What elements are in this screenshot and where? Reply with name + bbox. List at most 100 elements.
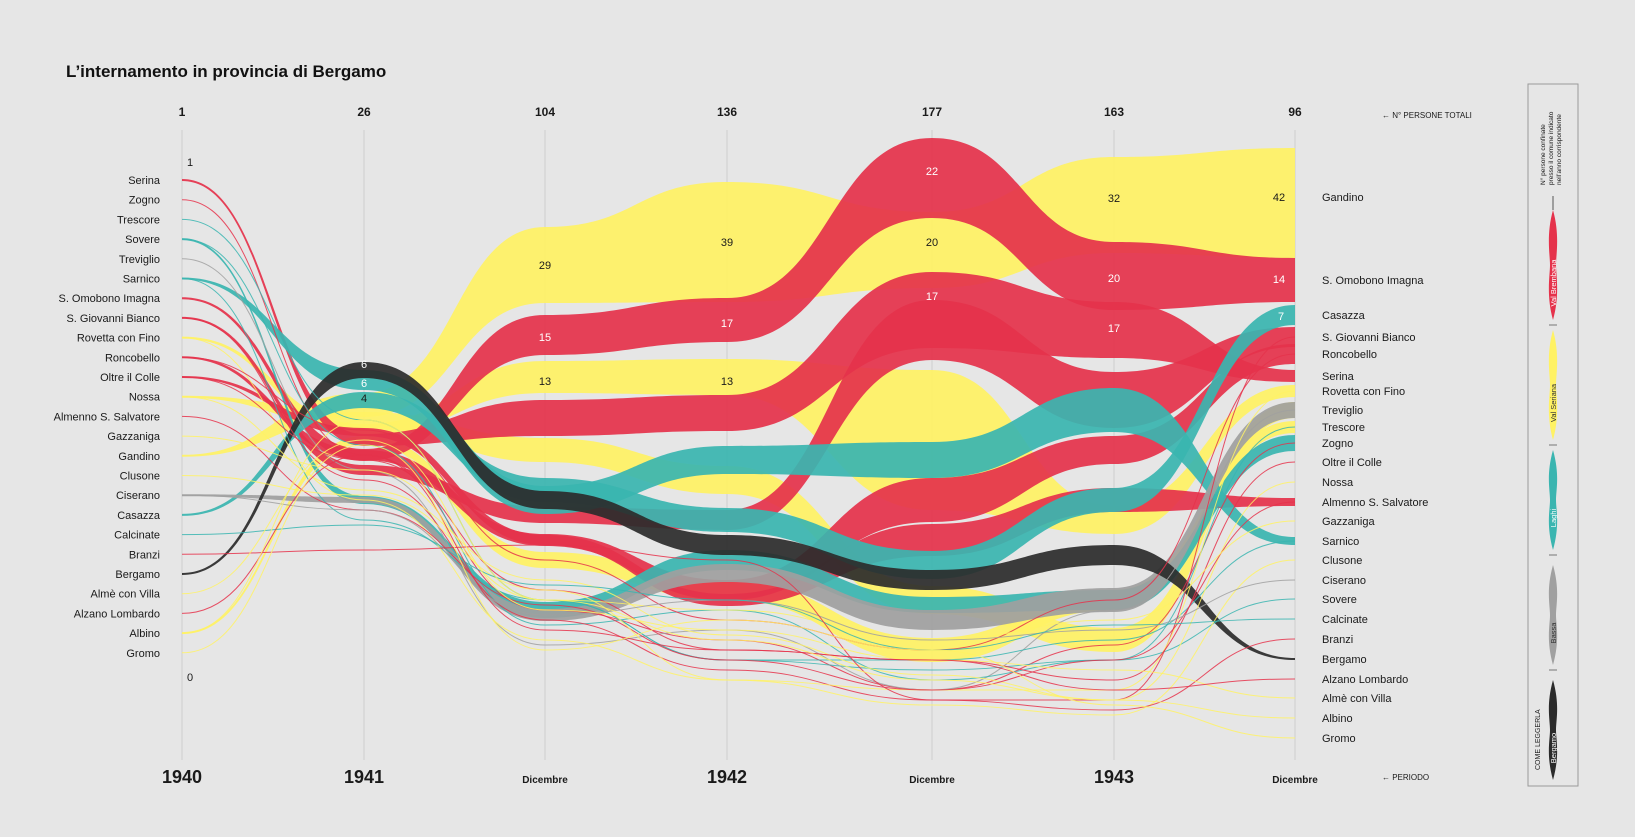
- start-label: Casazza: [117, 510, 161, 522]
- ribbon-casazza: [182, 305, 1295, 579]
- end-label: Calcinate: [1322, 614, 1368, 626]
- start-label: Almenno S. Salvatore: [54, 411, 160, 423]
- start-label: Oltre il Colle: [100, 372, 160, 384]
- line-clusone: [181, 475, 1296, 716]
- value-label: 39: [721, 237, 733, 249]
- legend-group-label: Val Brembana: [1549, 259, 1558, 307]
- total-label: 177: [922, 105, 942, 119]
- start-label: S. Giovanni Bianco: [66, 313, 160, 325]
- value-label: 17: [721, 318, 733, 330]
- start-label: Branzi: [129, 549, 160, 561]
- value-label: 13: [721, 376, 733, 388]
- end-label: Nossa: [1322, 477, 1354, 489]
- legend-caption-line: N° persone confinate: [1539, 124, 1547, 185]
- start-label: Gandino: [118, 451, 160, 463]
- line-branzi: [181, 544, 1296, 711]
- start-label: Gromo: [126, 648, 160, 660]
- legend-group-label: Laghi: [1549, 508, 1558, 527]
- value-label: 17: [1108, 323, 1120, 335]
- end-label: Gazzaniga: [1322, 516, 1375, 528]
- start-label: Albino: [129, 628, 160, 640]
- value-label: 32: [1108, 193, 1120, 205]
- start-label: Nossa: [129, 392, 161, 404]
- line-nossa: [181, 396, 1296, 701]
- line-albino: [181, 419, 1296, 719]
- legend-caption-line: nell’anno corrispondente: [1556, 114, 1563, 185]
- start-label: Clusone: [120, 471, 160, 483]
- chart-title: L’internamento in provincia di Bergamo: [66, 62, 387, 81]
- start-label: S. Omobono Imagna: [58, 293, 160, 305]
- end-label: S. Giovanni Bianco: [1322, 332, 1416, 344]
- end-label: Oltre il Colle: [1322, 457, 1382, 469]
- start-label: Sarnico: [123, 274, 160, 286]
- start-label: Ciserano: [116, 490, 160, 502]
- legend-group-label: Bassa: [1549, 622, 1558, 644]
- period-label: 1942: [707, 767, 747, 787]
- value-label: 1: [187, 157, 193, 169]
- end-label: Alzano Lombardo: [1322, 674, 1408, 686]
- total-label: 136: [717, 105, 737, 119]
- end-label: Treviglio: [1322, 405, 1363, 417]
- end-label: Casazza: [1322, 310, 1366, 322]
- ribbon-s-omobono: [182, 138, 1295, 461]
- line-calcinate: [181, 524, 1296, 651]
- value-label: 13: [539, 376, 551, 388]
- end-label: Ciserano: [1322, 575, 1366, 587]
- total-label: 1: [179, 105, 186, 119]
- value-label: 42: [1273, 192, 1285, 204]
- ribbon-s-giovanni: [182, 300, 1295, 530]
- value-label: 6: [361, 359, 367, 371]
- line-alm-con-villa: [181, 439, 1296, 699]
- period-label: 1941: [344, 767, 384, 787]
- end-label: Branzi: [1322, 634, 1353, 646]
- period-arrow-label: ← PERIODO: [1382, 773, 1429, 782]
- total-label: 163: [1104, 105, 1124, 119]
- end-label: Clusone: [1322, 555, 1362, 567]
- period-label: Dicembre: [522, 775, 568, 786]
- legend-swatch: [1548, 565, 1558, 665]
- value-label: 7: [1278, 311, 1284, 323]
- start-label: Trescore: [117, 214, 160, 226]
- legend-frame: [1527, 83, 1579, 787]
- legend-swatch: [1548, 680, 1558, 780]
- start-label: Serina: [128, 175, 161, 187]
- line-s-giovanni-bianco: [181, 317, 1296, 701]
- thin-lines: [181, 199, 1296, 739]
- start-label: Alzano Lombardo: [74, 608, 160, 620]
- legend: N° persone confinate presso il comune ind…: [1527, 83, 1579, 787]
- start-label: Treviglio: [119, 254, 160, 266]
- legend-how-to-read: COME LEGGERLA: [1535, 709, 1542, 770]
- ribbon-sarnico: [182, 277, 1295, 545]
- start-label: Almè con Villa: [91, 589, 161, 601]
- start-label: Gazzaniga: [107, 431, 160, 443]
- end-label: Albino: [1322, 713, 1353, 725]
- start-label: Calcinate: [114, 530, 160, 542]
- value-label: 15: [539, 332, 551, 344]
- value-label: 0: [187, 672, 193, 684]
- start-label: Zogno: [129, 195, 160, 207]
- end-label: Rovetta con Fino: [1322, 386, 1405, 398]
- legend-group-label: Val Seriana: [1549, 383, 1558, 422]
- total-label: 104: [535, 105, 555, 119]
- period-label: Dicembre: [1272, 775, 1318, 786]
- line-gazzaniga: [181, 435, 1296, 641]
- legend-swatch: [1548, 450, 1558, 550]
- value-label: 20: [926, 237, 938, 249]
- line-alzano-lombardo: [181, 454, 1296, 691]
- total-label: 96: [1288, 105, 1302, 119]
- legend-group-label: Bergamo: [1549, 733, 1558, 763]
- labels: Serina Zogno Trescore Sovere Treviglio Sarnic…: [54, 105, 1472, 787]
- end-label: Sovere: [1322, 594, 1357, 606]
- legend-swatch: [1548, 330, 1558, 440]
- end-label: Gromo: [1322, 733, 1356, 745]
- ribbon-serina: [182, 179, 1295, 446]
- end-label: Bergamo: [1322, 654, 1367, 666]
- legend-caption-line: presso il comune indicato: [1548, 111, 1555, 185]
- line-gromo: [181, 444, 1296, 739]
- value-label: 14: [1273, 274, 1285, 286]
- end-label: S. Omobono Imagna: [1322, 275, 1424, 287]
- ribbons: [182, 138, 1295, 662]
- value-label: 6: [361, 378, 367, 390]
- start-label: Sovere: [125, 234, 160, 246]
